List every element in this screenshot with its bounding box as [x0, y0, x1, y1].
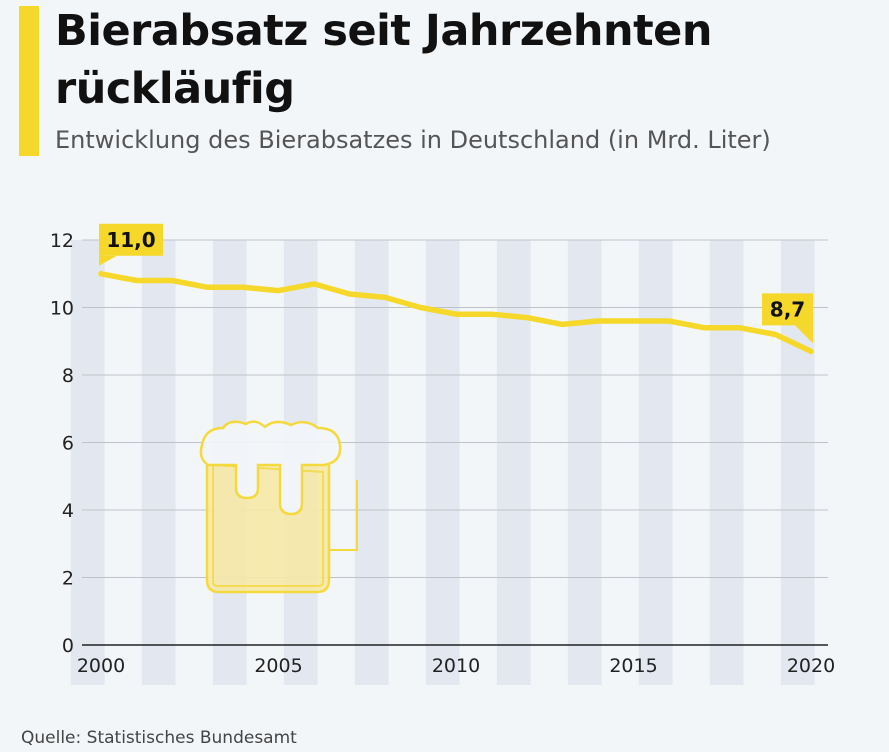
- year-band: [496, 240, 531, 685]
- y-tick-label: 8: [62, 365, 74, 387]
- year-band: [638, 240, 673, 685]
- chart-title: Bierabsatz seit Jahrzehnten rückläufig: [55, 6, 712, 114]
- series-line: [98, 271, 814, 355]
- beer-mug-icon: [199, 420, 358, 594]
- year-bands: [70, 240, 815, 685]
- callout-tail: [99, 255, 117, 266]
- value-callouts: 11,0 8,7: [99, 223, 813, 344]
- callout-box: [762, 293, 813, 326]
- chart-subtitle: Entwicklung des Bierabsatzes in Deutschl…: [55, 126, 771, 154]
- line-chart: 0 2 4 6 8 10 12 2000 2005 2010 2015 2020 11,0 8,7: [50, 223, 835, 685]
- value-callout: 11,0: [99, 223, 163, 266]
- y-tick-label: 6: [62, 433, 74, 455]
- year-band: [567, 240, 602, 685]
- year-band: [141, 240, 176, 685]
- callout-tail: [795, 325, 813, 344]
- year-band: [709, 240, 744, 685]
- x-tick-label: 2000: [77, 655, 125, 677]
- x-tick-label: 2015: [609, 655, 657, 677]
- source-note: Quelle: Statistisches Bundesamt: [21, 728, 297, 748]
- y-tick-label: 10: [50, 298, 74, 320]
- y-tick-label: 4: [62, 500, 74, 522]
- y-axis-ticks: 0 2 4 6 8 10 12: [50, 230, 74, 657]
- x-tick-label: 2005: [254, 655, 302, 677]
- year-band: [354, 240, 389, 685]
- data-label: 8,7: [770, 297, 805, 321]
- x-tick-label: 2020: [787, 655, 835, 677]
- y-tick-label: 2: [62, 568, 74, 590]
- x-axis-ticks: 2000 2005 2010 2015 2020: [77, 655, 835, 677]
- x-tick-label: 2010: [432, 655, 480, 677]
- year-band: [70, 240, 105, 685]
- y-tick-label: 0: [62, 635, 74, 657]
- accent-bar: [19, 6, 39, 156]
- value-callout: 8,7: [762, 293, 813, 344]
- callout-box: [99, 223, 163, 256]
- data-label: 11,0: [106, 228, 155, 252]
- y-tick-label: 12: [50, 230, 74, 252]
